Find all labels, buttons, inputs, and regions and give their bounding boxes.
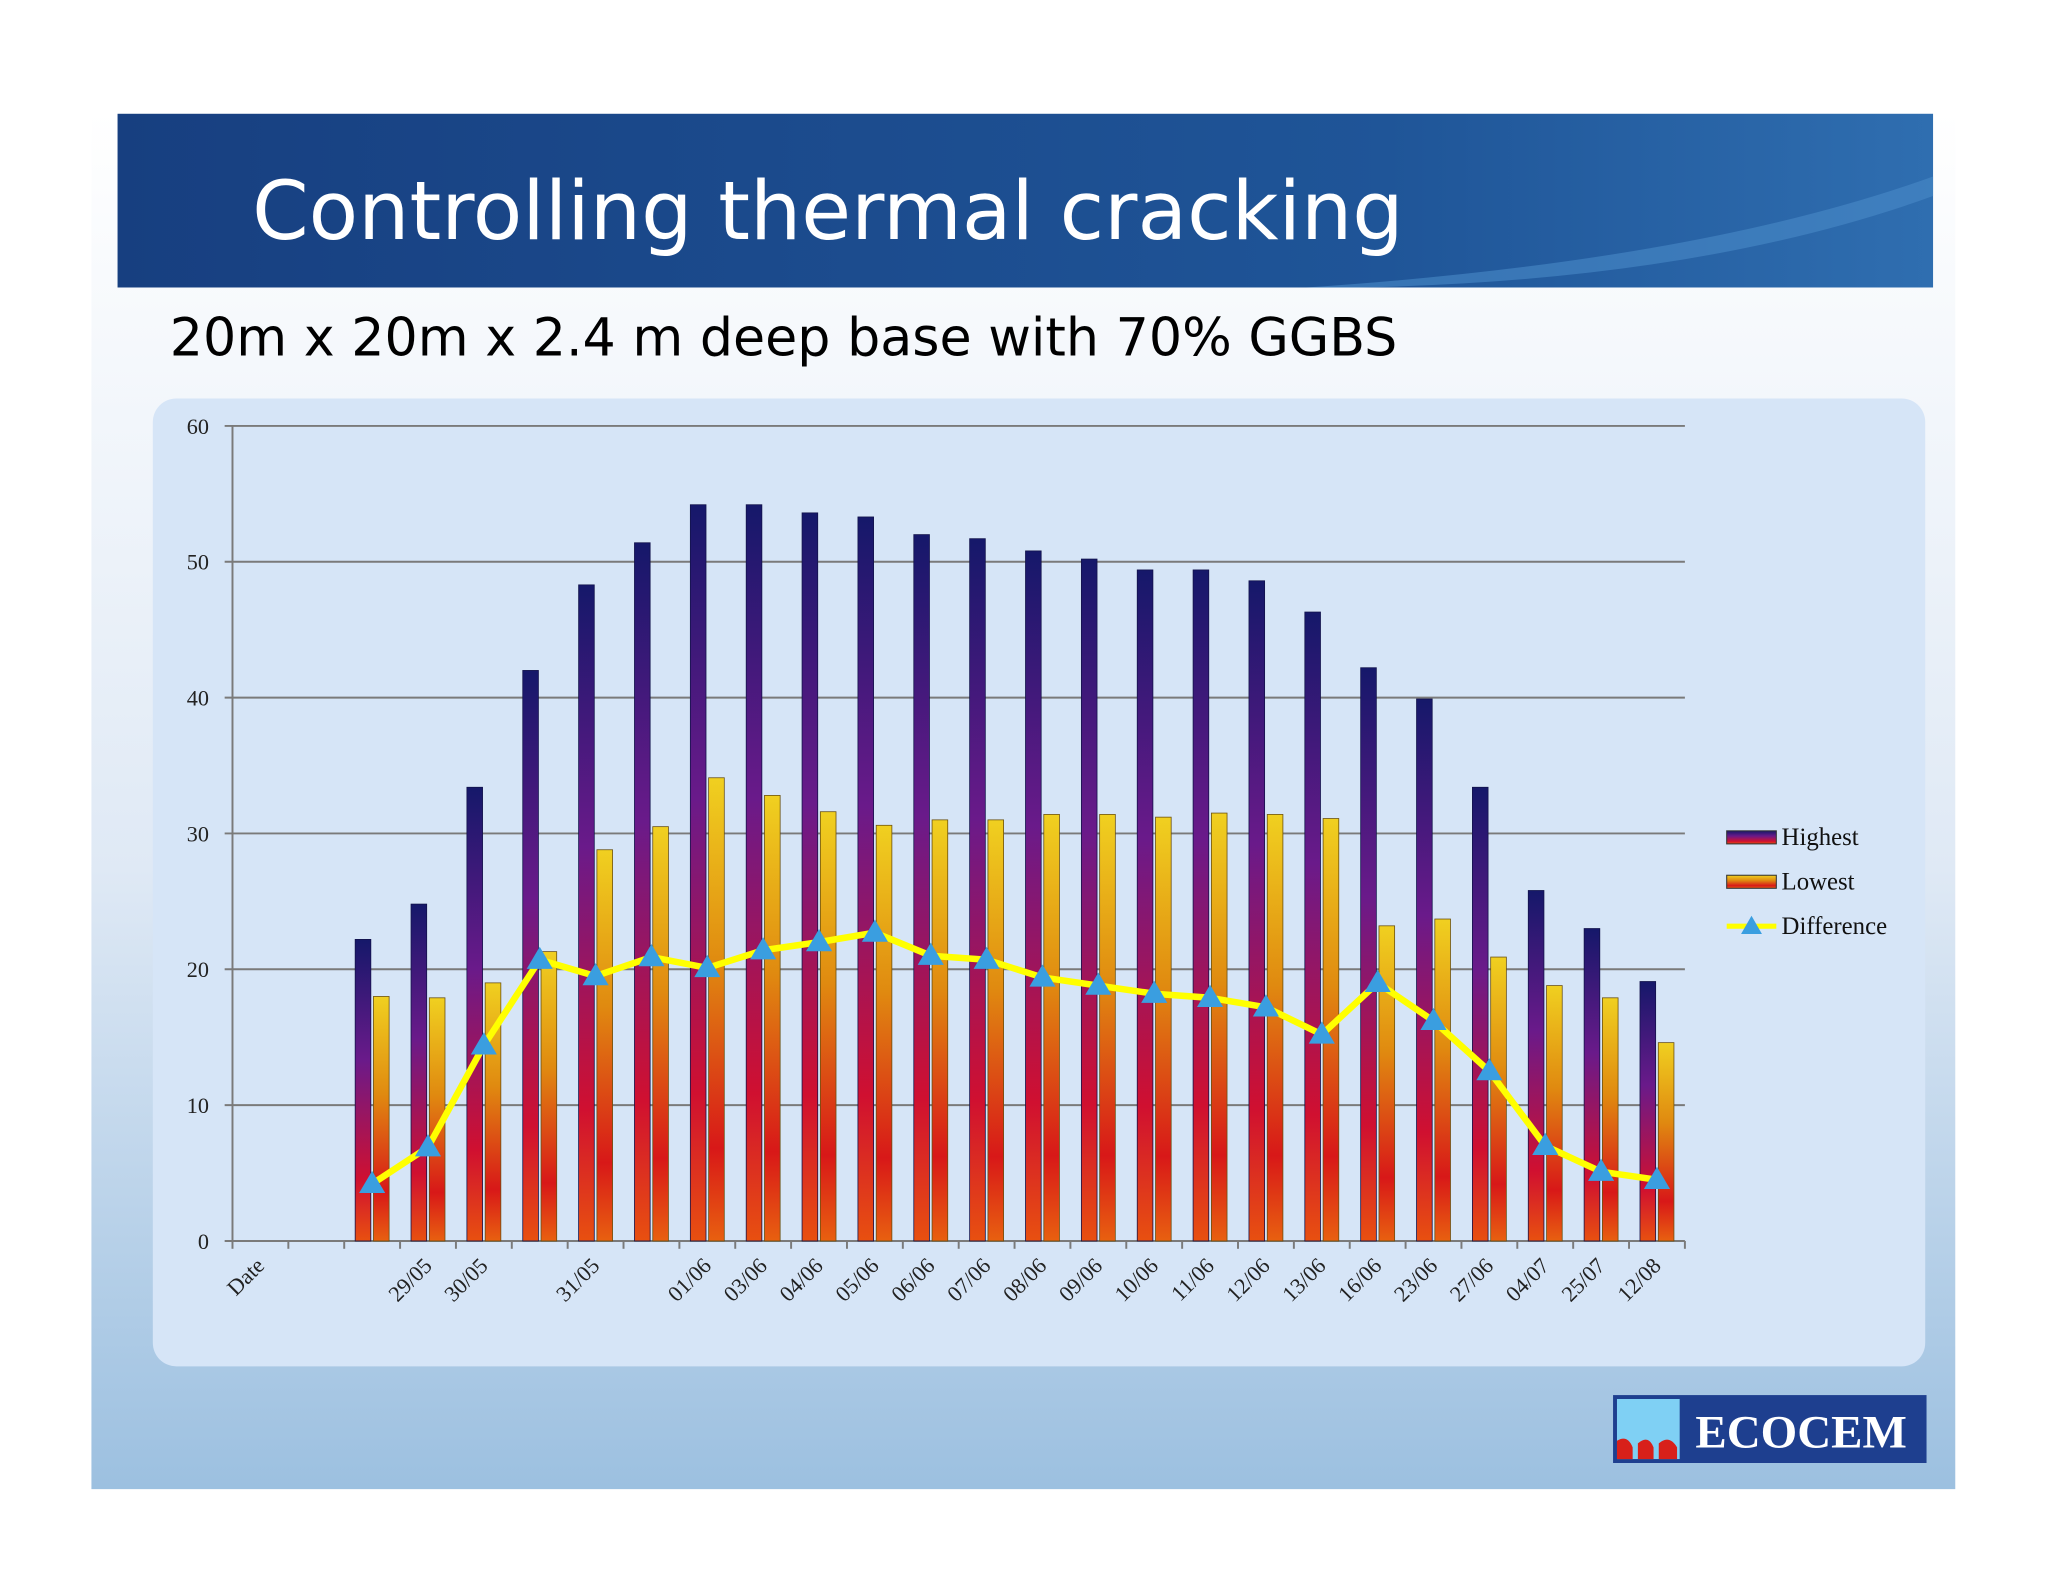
bar — [1472, 786, 1489, 1242]
line-marker — [1532, 1132, 1559, 1156]
bar — [1602, 997, 1619, 1242]
title: Controlling thermal cracking — [252, 165, 1404, 259]
y-tick-label: 0 — [198, 1229, 209, 1254]
bar — [466, 786, 483, 1242]
bar — [1490, 956, 1507, 1242]
line-marker — [359, 1170, 386, 1194]
legend-label: Difference — [1782, 913, 1888, 940]
legend-swatch — [1726, 874, 1777, 889]
bar — [652, 826, 669, 1242]
bar — [1546, 985, 1563, 1242]
y-tick-label: 40 — [187, 685, 209, 710]
line-marker — [526, 946, 553, 969]
logo-arches — [1616, 1438, 1678, 1460]
bar — [373, 996, 390, 1242]
line-marker — [917, 942, 944, 965]
subtitle: 20m x 20m x 2.4 m deep base with 70% GGB… — [170, 308, 1398, 368]
legend-label: Highest — [1782, 824, 1859, 851]
bar — [969, 538, 986, 1242]
line-marker — [1643, 1166, 1671, 1189]
legend-label: Lowest — [1782, 869, 1855, 896]
line-marker — [1588, 1158, 1615, 1181]
bar — [540, 951, 558, 1242]
bar — [764, 795, 781, 1242]
bar — [1360, 667, 1377, 1242]
bar — [596, 849, 613, 1242]
bar — [1248, 580, 1266, 1242]
line-marker — [805, 929, 833, 952]
bar — [1639, 981, 1657, 1242]
bar — [1155, 816, 1172, 1242]
bar — [857, 516, 874, 1242]
y-tick-label: 20 — [187, 957, 209, 982]
banner-swoosh — [1306, 176, 1934, 288]
bar — [931, 819, 949, 1242]
bar — [1099, 814, 1116, 1242]
bar — [1025, 550, 1042, 1242]
bar — [1527, 890, 1545, 1242]
line-marker — [750, 937, 777, 960]
bar — [819, 811, 837, 1242]
y-tick-label: 30 — [187, 821, 209, 846]
bar — [745, 504, 763, 1242]
y-tick-label: 50 — [187, 550, 209, 575]
logo: ECOCEM — [1613, 1395, 1927, 1463]
bar — [1136, 569, 1154, 1242]
line-marker — [1364, 969, 1391, 993]
bar — [1080, 558, 1098, 1242]
line-marker — [470, 1032, 497, 1055]
y-tick-label: 60 — [187, 414, 209, 439]
bar — [1378, 925, 1396, 1242]
line-marker — [1197, 984, 1224, 1007]
bar — [354, 939, 372, 1242]
line-marker — [414, 1134, 442, 1157]
line-marker — [1420, 1007, 1447, 1031]
bar — [1043, 814, 1060, 1242]
line-marker — [1308, 1021, 1335, 1044]
legend-marker — [1741, 915, 1762, 935]
y-tick-label: 10 — [187, 1093, 209, 1118]
logo-text: ECOCEM — [1695, 1406, 1907, 1458]
line-marker — [1029, 964, 1056, 987]
bar — [708, 777, 725, 1242]
line-marker — [861, 919, 888, 942]
bar — [1434, 918, 1451, 1242]
bar — [1304, 611, 1321, 1242]
line-marker — [638, 943, 665, 967]
bar — [1192, 569, 1210, 1242]
bar — [913, 534, 930, 1242]
bar — [1416, 698, 1433, 1242]
line-marker — [1141, 980, 1168, 1003]
bar — [410, 903, 428, 1242]
bar — [1657, 1042, 1675, 1242]
line-marker — [694, 954, 721, 978]
bar — [1583, 928, 1601, 1242]
line-marker — [973, 946, 1000, 969]
line-marker — [1085, 972, 1112, 995]
bar — [801, 512, 819, 1242]
line-marker — [1476, 1058, 1503, 1081]
line-marker — [582, 963, 609, 986]
bar — [1266, 814, 1284, 1242]
legend-swatch — [1726, 830, 1777, 845]
bar — [1210, 812, 1228, 1242]
bar — [689, 504, 707, 1242]
bar — [578, 584, 595, 1242]
bar — [634, 542, 651, 1242]
line-marker — [1252, 994, 1279, 1017]
bar — [987, 819, 1004, 1242]
bar — [875, 824, 893, 1242]
